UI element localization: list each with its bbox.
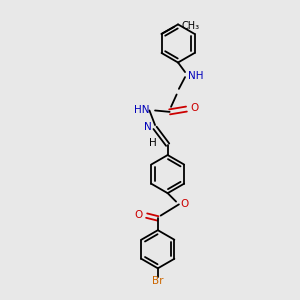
Text: O: O [191,103,199,113]
Text: N: N [144,122,152,132]
Text: H: H [149,138,156,148]
Text: Br: Br [152,276,164,286]
Text: CH₃: CH₃ [181,21,199,31]
Text: NH: NH [188,71,204,81]
Text: O: O [134,210,142,220]
Text: HN: HN [134,106,149,116]
Text: O: O [180,200,188,209]
